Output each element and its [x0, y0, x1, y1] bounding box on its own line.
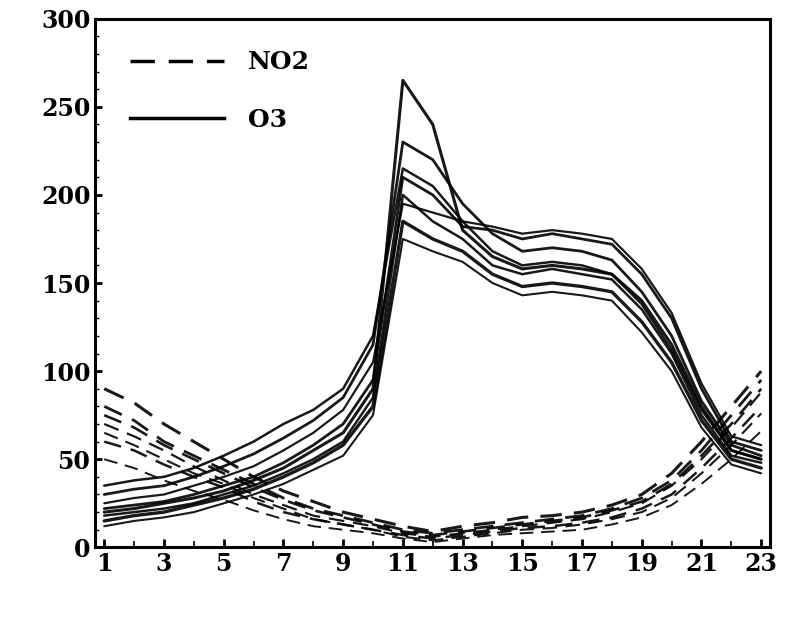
Legend: NO2, O3: NO2, O3 — [121, 41, 319, 141]
